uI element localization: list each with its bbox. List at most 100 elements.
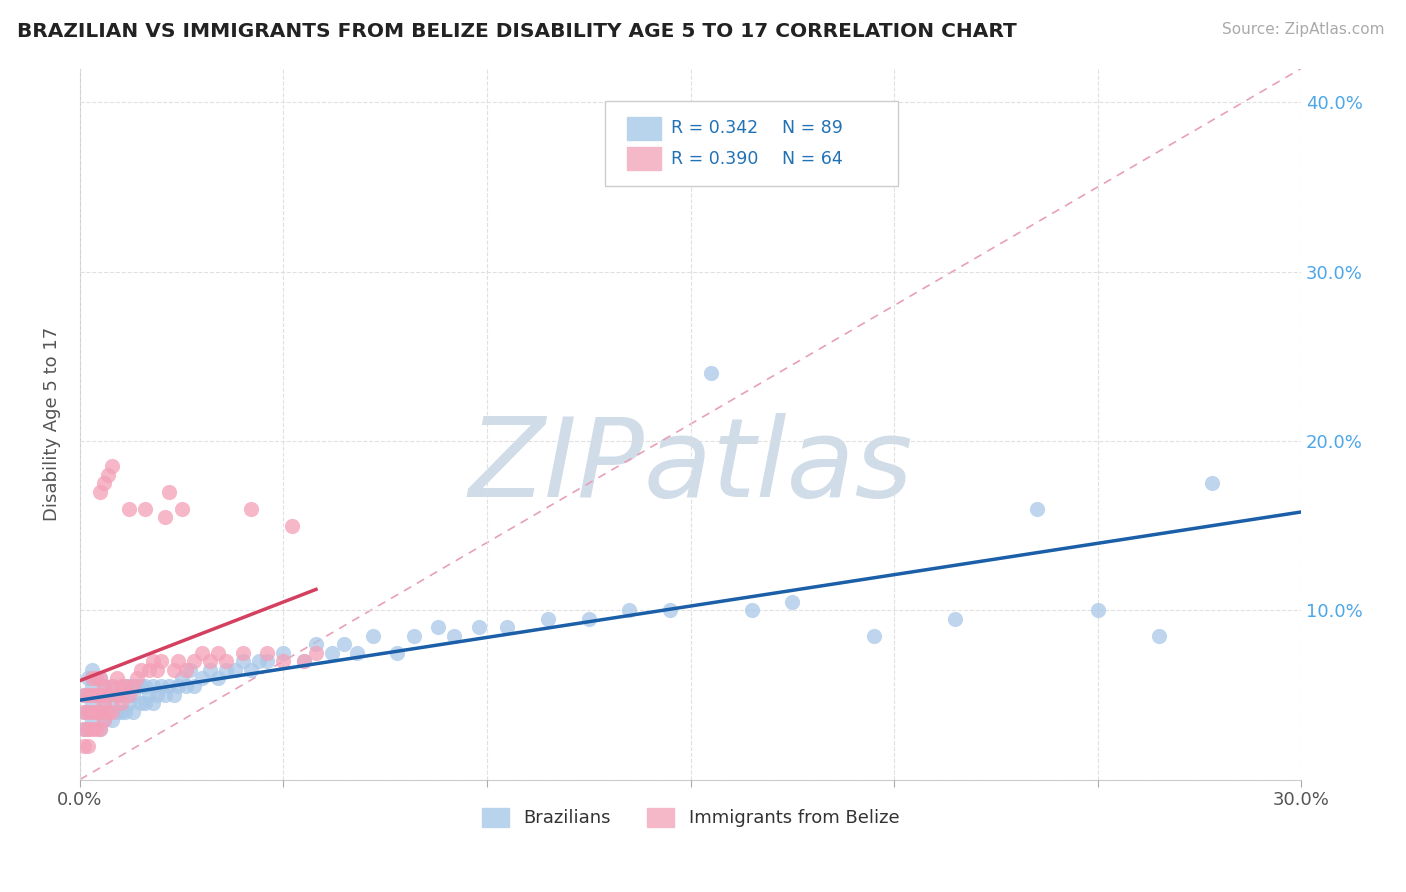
Point <box>943 612 966 626</box>
Text: R = 0.390: R = 0.390 <box>671 150 758 168</box>
Point <box>80 680 103 694</box>
Point <box>97 705 120 719</box>
Point <box>247 654 270 668</box>
Point <box>73 739 96 753</box>
Y-axis label: Disability Age 5 to 17: Disability Age 5 to 17 <box>44 327 60 521</box>
Point <box>292 654 315 668</box>
Point <box>105 688 128 702</box>
Point <box>134 697 156 711</box>
Point <box>427 620 450 634</box>
Point <box>191 671 214 685</box>
Point <box>142 680 165 694</box>
Point <box>159 680 181 694</box>
Point <box>89 671 111 685</box>
Point <box>142 697 165 711</box>
Text: R = 0.342: R = 0.342 <box>671 120 758 137</box>
Point <box>700 366 723 380</box>
Point <box>121 705 143 719</box>
Point <box>780 595 803 609</box>
Point <box>110 680 132 694</box>
Point <box>138 663 160 677</box>
Point <box>321 646 343 660</box>
Point <box>232 654 254 668</box>
Point <box>77 722 100 736</box>
Point <box>183 680 205 694</box>
Point <box>129 680 152 694</box>
Point <box>150 654 173 668</box>
Point <box>97 467 120 482</box>
Point <box>862 629 884 643</box>
Point <box>198 654 221 668</box>
Point <box>73 705 96 719</box>
Point <box>80 697 103 711</box>
Point <box>93 680 115 694</box>
Point <box>170 501 193 516</box>
Point <box>256 646 278 660</box>
Point <box>162 688 184 702</box>
Point <box>118 680 141 694</box>
Point <box>346 646 368 660</box>
Point <box>1025 501 1047 516</box>
Point <box>89 671 111 685</box>
Point <box>105 705 128 719</box>
Point <box>89 688 111 702</box>
Point <box>198 663 221 677</box>
Point <box>93 680 115 694</box>
Point <box>129 697 152 711</box>
Point <box>146 663 169 677</box>
Point <box>215 663 238 677</box>
Point <box>121 688 143 702</box>
Point <box>89 722 111 736</box>
Point <box>101 714 124 728</box>
Point <box>93 697 115 711</box>
Point <box>80 671 103 685</box>
Point <box>443 629 465 643</box>
Point <box>207 646 229 660</box>
Point <box>118 688 141 702</box>
Point <box>239 663 262 677</box>
Point <box>224 663 246 677</box>
Text: Source: ZipAtlas.com: Source: ZipAtlas.com <box>1222 22 1385 37</box>
Point <box>77 671 100 685</box>
Point <box>578 612 600 626</box>
Point <box>207 671 229 685</box>
Point <box>114 680 136 694</box>
Point <box>402 629 425 643</box>
Point <box>232 646 254 660</box>
Point <box>93 714 115 728</box>
Point <box>1201 476 1223 491</box>
Point <box>105 688 128 702</box>
Point <box>125 671 148 685</box>
Point <box>256 654 278 668</box>
Point <box>215 654 238 668</box>
Point <box>105 671 128 685</box>
Point <box>1147 629 1170 643</box>
Point <box>468 620 491 634</box>
Point <box>114 680 136 694</box>
Point <box>155 510 177 524</box>
Point <box>73 722 96 736</box>
Point <box>80 722 103 736</box>
Point <box>101 680 124 694</box>
Point <box>77 688 100 702</box>
Point <box>84 671 107 685</box>
Text: N = 89: N = 89 <box>782 120 844 137</box>
Point <box>118 501 141 516</box>
Point <box>97 688 120 702</box>
Point <box>659 603 682 617</box>
Point <box>77 705 100 719</box>
Point <box>110 697 132 711</box>
Point <box>387 646 409 660</box>
Point <box>150 680 173 694</box>
Point <box>89 705 111 719</box>
Point <box>101 680 124 694</box>
Point <box>134 501 156 516</box>
Point <box>146 688 169 702</box>
Point <box>333 637 356 651</box>
Point <box>191 646 214 660</box>
Point <box>239 501 262 516</box>
Point <box>89 722 111 736</box>
Point <box>73 705 96 719</box>
Point <box>110 705 132 719</box>
Point <box>142 654 165 668</box>
